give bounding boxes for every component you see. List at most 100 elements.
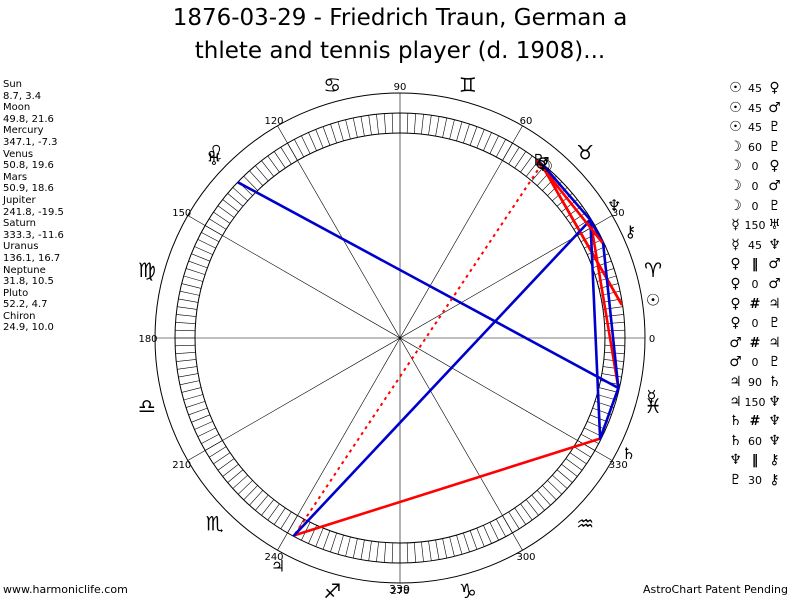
degree-tick (421, 541, 424, 562)
degree-tick (177, 366, 198, 370)
aspect-planet-1-glyph: ☿ (731, 236, 740, 253)
aspect-planet-2-glyph: ♃ (768, 295, 781, 312)
degree-label: 60 (520, 116, 533, 127)
degree-tick (227, 193, 244, 207)
position-venus-name: Venus (3, 148, 34, 160)
aspect-line (292, 437, 602, 537)
aspect-value: # (749, 335, 761, 351)
degree-tick (384, 542, 386, 563)
aspect-row: ☉ 45 ♂ (727, 99, 799, 119)
degree-tick (421, 114, 424, 135)
degree-tick (308, 132, 317, 151)
degree-tick (181, 283, 202, 289)
degree-tick (384, 113, 386, 134)
degree-label: 0 (649, 334, 655, 345)
aspect-row: ♀ # ♃ (727, 295, 799, 315)
degree-tick (255, 494, 269, 511)
planet-glyph-mars: ♂ (535, 154, 549, 173)
degree-tick (209, 446, 227, 458)
degree-tick (191, 253, 211, 262)
degree-tick (520, 503, 533, 521)
aspect-value: 45 (748, 121, 762, 135)
degree-tick (376, 541, 379, 562)
aspect-planet-1-glyph: ♂ (729, 354, 742, 371)
degree-tick (197, 239, 216, 249)
degree-tick (391, 542, 394, 563)
aspect-planet-2-glyph: ♅ (768, 217, 781, 234)
degree-tick (414, 113, 416, 134)
degree-tick (294, 139, 305, 158)
degree-tick (514, 151, 527, 169)
aspect-planet-2-glyph: ♄ (768, 373, 781, 390)
aspect-value: 0 (751, 160, 759, 174)
aspect-row: ♇ 30 ⚷ (727, 471, 799, 491)
degree-tick (273, 151, 286, 169)
aspect-line (589, 218, 620, 390)
degree-label: 300 (516, 552, 535, 563)
degree-tick (232, 474, 248, 489)
footer-number: 339 (389, 583, 410, 596)
planet-glyph-mercury: ☿ (647, 387, 657, 406)
aspect-planet-1-glyph: ♃ (729, 373, 742, 390)
aspect-planet-2-glyph: ♆ (768, 413, 781, 430)
degree-tick (194, 246, 213, 255)
degree-tick (495, 518, 506, 537)
planet-glyph-moon: ☽ (539, 156, 553, 175)
degree-tick (194, 421, 213, 430)
aspect-planet-1-glyph: ♀ (730, 295, 741, 312)
aspect-planet-2-glyph: ♂ (768, 275, 781, 292)
zodiac-sign-glyph: ♊ (459, 73, 477, 97)
position-pluto-coords: 52.2, 4.7 (3, 299, 48, 311)
aspect-value: 0 (751, 277, 759, 291)
aspect-planet-1-glyph: ☉ (729, 80, 742, 96)
aspect-value: 150 (744, 219, 766, 233)
position-moon-name: Moon (3, 102, 31, 114)
aspect-planet-2-glyph: ♀ (769, 158, 780, 175)
position-moon-coords: 49.8, 21.6 (3, 113, 54, 125)
chart-title: 1876-03-29 - Friedrich Traun, German a t… (0, 2, 800, 68)
degree-tick (391, 113, 394, 134)
position-mars-name: Mars (3, 171, 28, 183)
degree-tick (261, 160, 275, 177)
aspect-line (535, 159, 605, 245)
degree-tick (542, 485, 557, 501)
aspect-row: ♄ # ♆ (727, 412, 799, 432)
aspect-value: 30 (748, 473, 762, 487)
aspect-planet-1-glyph: ☽ (729, 177, 742, 194)
degree-tick (345, 119, 351, 140)
degree-tick (280, 511, 292, 529)
zodiac-sign-glyph: ♋ (323, 73, 341, 97)
degree-tick (556, 469, 573, 483)
position-saturn-name: Saturn (3, 218, 37, 230)
degree-tick (520, 155, 533, 173)
aspect-row: ☉ 45 ♀ (727, 79, 799, 99)
degree-tick (463, 532, 470, 553)
degree-tick (243, 175, 258, 191)
planet-positions-list: Sun 8.7, 3.4 Moon 49.8, 21.6 Mercury 347… (3, 79, 83, 334)
degree-tick (183, 394, 204, 401)
degree-tick (514, 507, 527, 525)
degree-tick (449, 119, 455, 140)
position-mercury-coords: 347.1, -7.3 (3, 136, 58, 148)
degree-tick (175, 329, 196, 332)
footer-website: www.harmoniclife.com (3, 583, 128, 596)
aspect-value: 0 (751, 199, 759, 213)
aspect-planet-2-glyph: ♆ (768, 393, 781, 410)
position-neptune-coords: 31.8, 10.5 (3, 276, 54, 288)
degree-tick (267, 503, 280, 521)
aspect-row: ♀ 0 ♇ (727, 314, 799, 334)
degree-tick (435, 539, 440, 560)
degree-tick (495, 139, 506, 158)
degree-tick (525, 160, 539, 177)
degree-tick (352, 538, 358, 559)
aspect-value: # (749, 414, 761, 430)
degree-tick (237, 480, 253, 495)
aspect-value: ‖ (751, 257, 759, 273)
degree-tick (315, 129, 324, 149)
aspect-value: 60 (748, 140, 762, 154)
degree-tick (183, 275, 204, 282)
zodiac-sign-glyph: ♎ (138, 394, 156, 418)
degree-label: 90 (394, 82, 407, 93)
degree-tick (197, 427, 216, 437)
